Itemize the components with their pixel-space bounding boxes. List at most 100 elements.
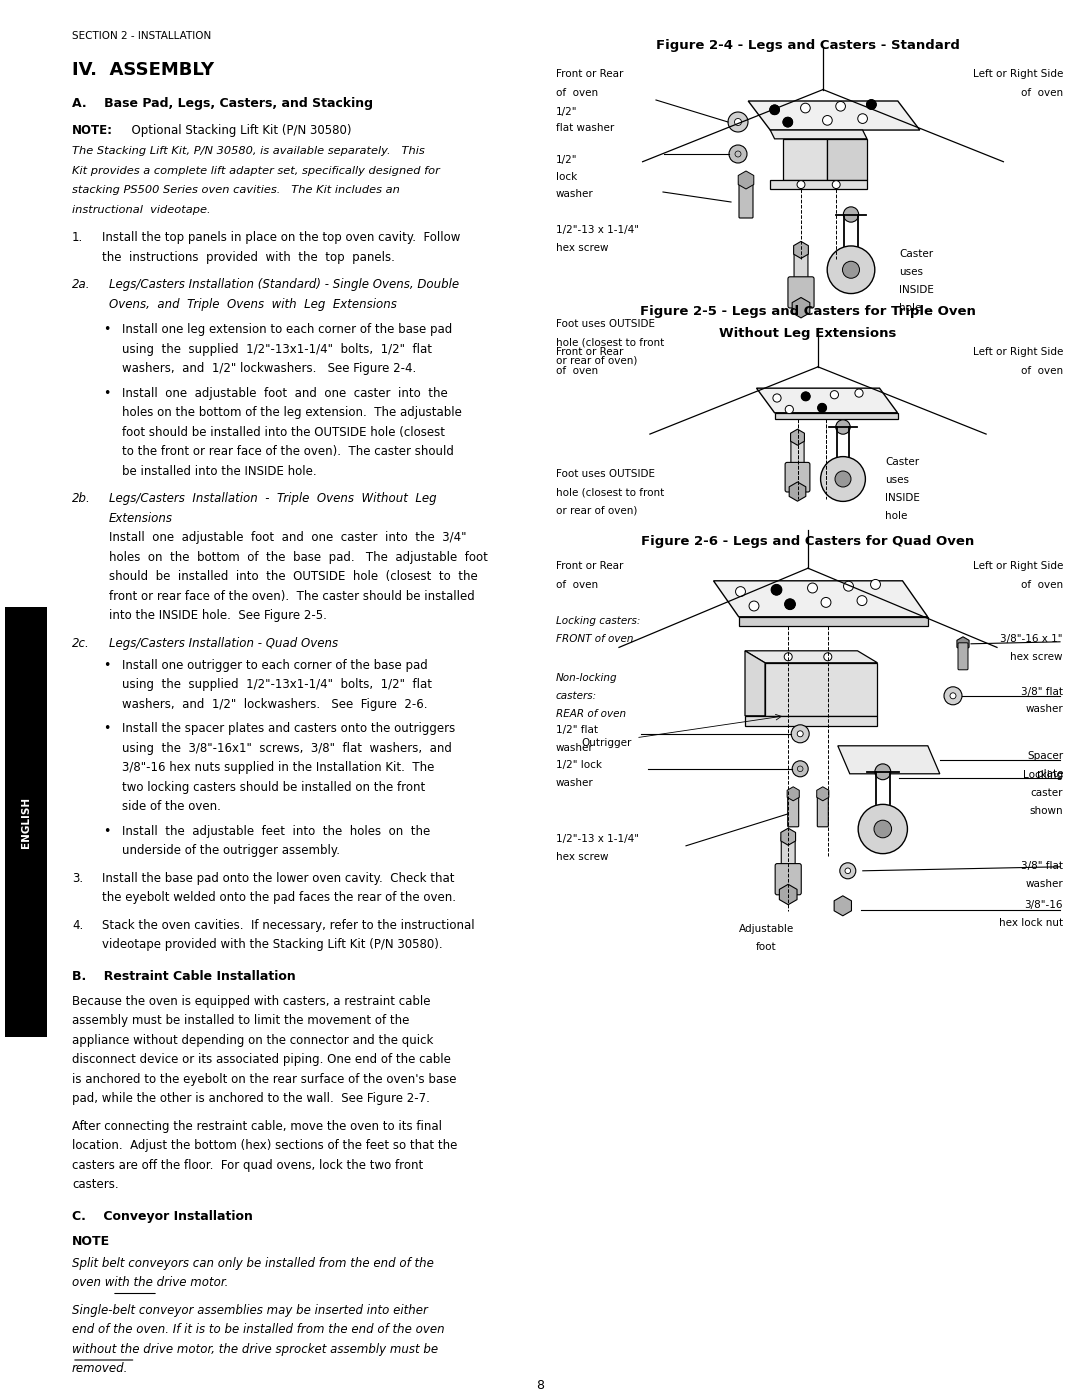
Text: caster: caster (1030, 788, 1063, 798)
Text: REAR of oven: REAR of oven (556, 708, 626, 719)
Text: or rear of oven): or rear of oven) (556, 504, 637, 515)
Circle shape (770, 105, 780, 115)
Text: holes on the bottom of the leg extension.  The adjustable: holes on the bottom of the leg extension… (122, 407, 462, 419)
Circle shape (843, 581, 853, 591)
Circle shape (823, 116, 833, 126)
Circle shape (824, 652, 832, 661)
Circle shape (866, 99, 876, 109)
Circle shape (840, 863, 855, 879)
Circle shape (950, 693, 956, 698)
Text: Left or Right Side: Left or Right Side (973, 346, 1063, 358)
Text: foot should be installed into the OUTSIDE hole (closest: foot should be installed into the OUTSID… (122, 426, 445, 439)
Text: Front or Rear: Front or Rear (556, 68, 623, 80)
Text: of  oven: of oven (1021, 88, 1063, 98)
Text: hex screw: hex screw (556, 852, 608, 862)
Text: Front or Rear: Front or Rear (556, 562, 623, 571)
Text: 1.: 1. (72, 231, 83, 244)
Circle shape (843, 207, 859, 222)
Text: side of the oven.: side of the oven. (122, 800, 221, 813)
Polygon shape (748, 101, 920, 130)
Text: casters are off the floor.  For quad ovens, lock the two front: casters are off the floor. For quad oven… (72, 1158, 423, 1172)
Text: 1/2" flat: 1/2" flat (556, 725, 598, 735)
Text: the eyebolt welded onto the pad faces the rear of the oven.: the eyebolt welded onto the pad faces th… (102, 891, 456, 904)
Text: ENGLISH: ENGLISH (22, 796, 31, 848)
Circle shape (858, 113, 867, 123)
Text: be installed into the INSIDE hole.: be installed into the INSIDE hole. (122, 464, 316, 478)
Text: 4.: 4. (72, 918, 83, 932)
Text: without the drive motor, the drive sprocket assembly must be: without the drive motor, the drive sproc… (72, 1343, 438, 1355)
Circle shape (831, 391, 838, 398)
Text: end of the oven. If it is to be installed from the end of the oven: end of the oven. If it is to be installe… (72, 1323, 445, 1336)
Text: Figure 2-6 - Legs and Casters for Quad Oven: Figure 2-6 - Legs and Casters for Quad O… (642, 535, 974, 548)
Text: location.  Adjust the bottom (hex) sections of the feet so that the: location. Adjust the bottom (hex) sectio… (72, 1139, 457, 1153)
Circle shape (808, 583, 818, 592)
Text: Front or Rear: Front or Rear (556, 346, 623, 358)
Text: The Stacking Lift Kit, P/N 30580, is available separately.   This: The Stacking Lift Kit, P/N 30580, is ava… (72, 147, 424, 156)
Text: washer: washer (1025, 879, 1063, 888)
Text: uses: uses (899, 267, 923, 277)
Circle shape (827, 246, 875, 293)
Text: Figure 2-4 - Legs and Casters - Standard: Figure 2-4 - Legs and Casters - Standard (656, 39, 960, 52)
Text: Caster: Caster (885, 457, 919, 467)
Circle shape (800, 103, 810, 113)
Text: 1/2" lock: 1/2" lock (556, 760, 602, 770)
FancyBboxPatch shape (739, 182, 753, 218)
Text: of  oven: of oven (1021, 366, 1063, 376)
Circle shape (792, 725, 809, 743)
Text: 3/8"-16 hex nuts supplied in the Installation Kit.  The: 3/8"-16 hex nuts supplied in the Install… (122, 761, 434, 774)
Text: INSIDE: INSIDE (899, 285, 934, 295)
Text: plate: plate (1037, 768, 1063, 778)
Circle shape (729, 145, 747, 163)
Text: of  oven: of oven (556, 580, 598, 590)
Polygon shape (770, 130, 867, 138)
Polygon shape (756, 388, 897, 412)
Text: is anchored to the eyebolt on the rear surface of the oven's base: is anchored to the eyebolt on the rear s… (72, 1073, 457, 1085)
Text: hex screw: hex screw (1011, 652, 1063, 662)
Text: Split belt conveyors can only be installed from the end of the: Split belt conveyors can only be install… (72, 1256, 434, 1270)
Circle shape (845, 868, 851, 873)
Text: Spacer: Spacer (1027, 750, 1063, 761)
Text: using  the  supplied  1/2"-13x1-1/4"  bolts,  1/2"  flat: using the supplied 1/2"-13x1-1/4" bolts,… (122, 678, 432, 692)
Text: Optional Stacking Lift Kit (P/N 30580): Optional Stacking Lift Kit (P/N 30580) (124, 124, 351, 137)
Text: front or rear face of the oven).  The caster should be installed: front or rear face of the oven). The cas… (109, 590, 475, 602)
Text: washers,  and  1/2"  lockwashers.   See  Figure  2-6.: washers, and 1/2" lockwashers. See Figur… (122, 697, 428, 711)
Text: of  oven: of oven (556, 88, 598, 98)
Text: washer: washer (1025, 704, 1063, 714)
Text: Left or Right Side: Left or Right Side (973, 68, 1063, 80)
Text: •: • (103, 323, 110, 337)
Polygon shape (745, 715, 877, 726)
Text: hole: hole (899, 303, 921, 313)
Text: instructional  videotape.: instructional videotape. (72, 204, 211, 215)
FancyBboxPatch shape (785, 462, 810, 492)
Text: Because the oven is equipped with casters, a restraint cable: Because the oven is equipped with caster… (72, 995, 431, 1007)
Text: 3/8" flat: 3/8" flat (1021, 687, 1063, 697)
Text: of  oven: of oven (556, 366, 598, 376)
Text: B.    Restraint Cable Installation: B. Restraint Cable Installation (72, 970, 296, 982)
Circle shape (734, 119, 742, 126)
Text: •: • (103, 658, 110, 672)
Circle shape (770, 105, 780, 115)
Text: hole: hole (885, 511, 907, 521)
Text: Foot uses OUTSIDE: Foot uses OUTSIDE (556, 469, 654, 479)
Text: INSIDE: INSIDE (885, 493, 920, 503)
Text: washer: washer (556, 743, 594, 753)
Text: NOTE:: NOTE: (72, 124, 113, 137)
FancyBboxPatch shape (791, 437, 805, 467)
FancyBboxPatch shape (958, 643, 968, 669)
Text: IV.  ASSEMBLY: IV. ASSEMBLY (72, 61, 214, 80)
Text: 1/2"-13 x 1-1/4": 1/2"-13 x 1-1/4" (556, 225, 639, 235)
Bar (5, 608, 48, 1037)
Circle shape (797, 731, 804, 736)
Text: 1/2": 1/2" (556, 155, 578, 165)
Text: Ovens,  and  Triple  Ovens  with  Leg  Extensions: Ovens, and Triple Ovens with Leg Extensi… (109, 298, 396, 310)
Text: hole (closest to front: hole (closest to front (556, 488, 664, 497)
Text: removed.: removed. (72, 1362, 129, 1375)
Text: 3/8"-16 x 1": 3/8"-16 x 1" (1000, 634, 1063, 644)
Polygon shape (765, 662, 877, 715)
Text: washers,  and  1/2" lockwashers.   See Figure 2-4.: washers, and 1/2" lockwashers. See Figur… (122, 362, 416, 374)
Circle shape (870, 580, 880, 590)
Text: hex screw: hex screw (556, 243, 608, 253)
Circle shape (836, 420, 850, 434)
Circle shape (785, 405, 794, 414)
Text: appliance without depending on the connector and the quick: appliance without depending on the conne… (72, 1034, 433, 1046)
